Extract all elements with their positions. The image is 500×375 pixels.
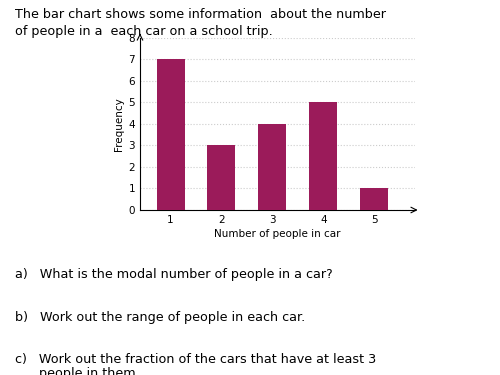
Text: a)   What is the modal number of people in a car?: a) What is the modal number of people in… <box>15 268 333 281</box>
Text: The bar chart shows some information  about the number
of people in a  each car : The bar chart shows some information abo… <box>15 8 386 38</box>
Bar <box>360 188 388 210</box>
Y-axis label: Frequency: Frequency <box>114 97 124 151</box>
X-axis label: Number of people in car: Number of people in car <box>214 229 341 239</box>
Bar <box>156 59 184 210</box>
Bar <box>258 124 286 210</box>
Bar <box>208 146 236 210</box>
Bar <box>310 102 338 210</box>
Text: b)   Work out the range of people in each car.: b) Work out the range of people in each … <box>15 311 305 324</box>
Text: c)   Work out the fraction of the cars that have at least 3
      people in them: c) Work out the fraction of the cars tha… <box>15 352 376 375</box>
